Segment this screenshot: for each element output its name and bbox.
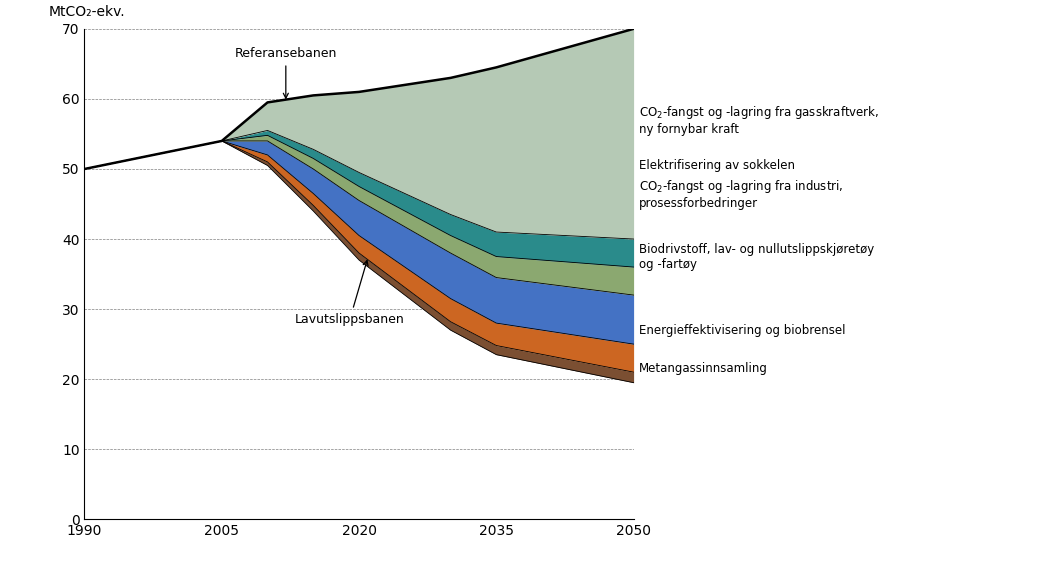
Text: CO$_2$-fangst og -lagring fra gasskraftverk,
ny fornybar kraft: CO$_2$-fangst og -lagring fra gasskraftv… xyxy=(639,104,880,136)
Text: Biodrivstoff, lav- og nullutslippskjøretøy
og -fartøy: Biodrivstoff, lav- og nullutslippskjøret… xyxy=(639,242,874,271)
Text: MtCO₂-ekv.: MtCO₂-ekv. xyxy=(49,5,126,19)
Text: Elektrifisering av sokkelen: Elektrifisering av sokkelen xyxy=(639,159,795,172)
Text: Metangassinnsamling: Metangassinnsamling xyxy=(639,362,768,375)
Text: Referansebanen: Referansebanen xyxy=(234,47,337,98)
Text: Energieffektivisering og biobrensel: Energieffektivisering og biobrensel xyxy=(639,324,846,336)
Text: CO$_2$-fangst og -lagring fra industri,
prosessforbedringer: CO$_2$-fangst og -lagring fra industri, … xyxy=(639,178,844,209)
Text: Lavutslippsbanen: Lavutslippsbanen xyxy=(295,261,404,325)
